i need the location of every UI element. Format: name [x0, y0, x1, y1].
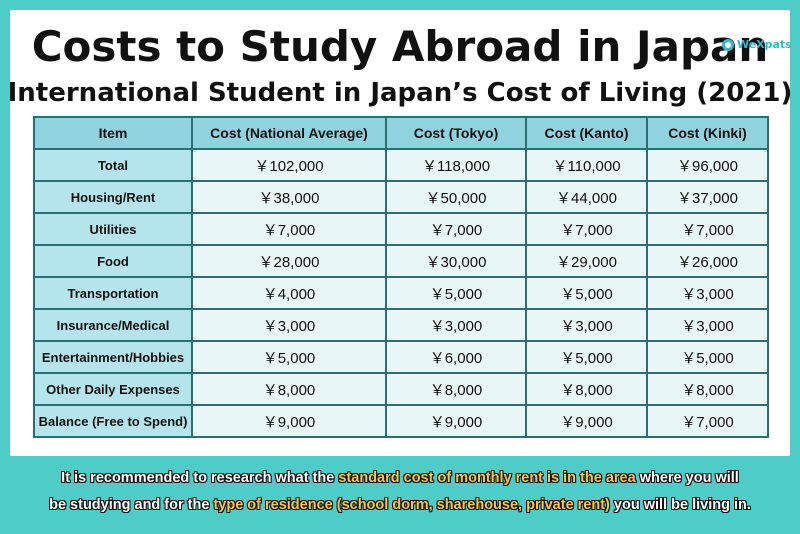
table-row: Balance (Free to Spend) ￥9,000 ￥9,000 ￥9… — [33, 404, 769, 438]
row-label: Housing/Rent — [33, 180, 193, 214]
cell-value: ￥7,000 — [191, 212, 387, 246]
cell-value: ￥118,000 — [385, 148, 527, 182]
cell-value: ￥8,000 — [191, 372, 387, 406]
cell-value: ￥28,000 — [191, 244, 387, 278]
table-row: Other Daily Expenses ￥8,000 ￥8,000 ￥8,00… — [33, 372, 769, 406]
footer-note: It is recommended to research what the s… — [0, 465, 800, 519]
footer-text: It is recommended to research what the — [61, 470, 339, 486]
column-header-item: Item — [33, 116, 193, 150]
table-row: Transportation ￥4,000 ￥5,000 ￥5,000 ￥3,0… — [33, 276, 769, 310]
cell-value: ￥5,000 — [525, 340, 648, 374]
table-row: Utilities ￥7,000 ￥7,000 ￥7,000 ￥7,000 — [33, 212, 769, 246]
cell-value: ￥9,000 — [385, 404, 527, 438]
cell-value: ￥7,000 — [646, 212, 769, 246]
cell-value: ￥26,000 — [646, 244, 769, 278]
row-label: Utilities — [33, 212, 193, 246]
column-header-kanto: Cost (Kanto) — [525, 116, 648, 150]
cell-value: ￥29,000 — [525, 244, 648, 278]
cell-value: ￥6,000 — [385, 340, 527, 374]
cell-value: ￥5,000 — [646, 340, 769, 374]
cell-value: ￥5,000 — [385, 276, 527, 310]
cell-value: ￥9,000 — [191, 404, 387, 438]
cell-value: ￥4,000 — [191, 276, 387, 310]
cell-value: ￥9,000 — [525, 404, 648, 438]
cost-table: Item Cost (National Average) Cost (Tokyo… — [33, 116, 769, 438]
row-label: Food — [33, 244, 193, 278]
cell-value: ￥7,000 — [385, 212, 527, 246]
brand-logo: WeXpats — [722, 38, 792, 51]
cell-value: ￥96,000 — [646, 148, 769, 182]
logo-text: WeXpats — [737, 38, 792, 51]
cell-value: ￥102,000 — [191, 148, 387, 182]
table-row: Food ￥28,000 ￥30,000 ￥29,000 ￥26,000 — [33, 244, 769, 278]
row-label: Insurance/Medical — [33, 308, 193, 342]
row-label: Entertainment/Hobbies — [33, 340, 193, 374]
column-header-tokyo: Cost (Tokyo) — [385, 116, 527, 150]
cell-value: ￥37,000 — [646, 180, 769, 214]
column-header-kinki: Cost (Kinki) — [646, 116, 769, 150]
cell-value: ￥3,000 — [385, 308, 527, 342]
cell-value: ￥8,000 — [646, 372, 769, 406]
row-label: Total — [33, 148, 193, 182]
cell-value: ￥8,000 — [525, 372, 648, 406]
footer-highlight: standard cost of monthly rent is in the … — [338, 470, 636, 486]
cell-value: ￥38,000 — [191, 180, 387, 214]
cell-value: ￥7,000 — [525, 212, 648, 246]
cell-value: ￥3,000 — [191, 308, 387, 342]
logo-icon — [722, 38, 734, 51]
footer-text: you will be living in. — [609, 497, 751, 513]
footer-text: where you will — [635, 470, 739, 486]
cell-value: ￥5,000 — [525, 276, 648, 310]
table-row: Entertainment/Hobbies ￥5,000 ￥6,000 ￥5,0… — [33, 340, 769, 374]
column-header-national: Cost (National Average) — [191, 116, 387, 150]
table-row: Total ￥102,000 ￥118,000 ￥110,000 ￥96,000 — [33, 148, 769, 182]
cell-value: ￥50,000 — [385, 180, 527, 214]
table-header-row: Item Cost (National Average) Cost (Tokyo… — [33, 116, 769, 150]
footer-text: be studying and for the — [49, 497, 214, 513]
row-label: Balance (Free to Spend) — [33, 404, 193, 438]
cell-value: ￥3,000 — [646, 276, 769, 310]
cell-value: ￥8,000 — [385, 372, 527, 406]
cell-value: ￥5,000 — [191, 340, 387, 374]
cell-value: ￥110,000 — [525, 148, 648, 182]
cell-value: ￥3,000 — [646, 308, 769, 342]
row-label: Transportation — [33, 276, 193, 310]
table-row: Housing/Rent ￥38,000 ￥50,000 ￥44,000 ￥37… — [33, 180, 769, 214]
page-title: Costs to Study Abroad in Japan — [31, 22, 769, 71]
cell-value: ￥3,000 — [525, 308, 648, 342]
cell-value: ￥7,000 — [646, 404, 769, 438]
cell-value: ￥44,000 — [525, 180, 648, 214]
row-label: Other Daily Expenses — [33, 372, 193, 406]
page-subtitle: International Student in Japan’s Cost of… — [7, 78, 793, 108]
table-row: Insurance/Medical ￥3,000 ￥3,000 ￥3,000 ￥… — [33, 308, 769, 342]
footer-highlight: type of residence (school dorm, sharehou… — [213, 497, 610, 513]
footer-line-2: be studying and for the type of residenc… — [0, 492, 800, 519]
cell-value: ￥30,000 — [385, 244, 527, 278]
footer-line-1: It is recommended to research what the s… — [0, 465, 800, 492]
